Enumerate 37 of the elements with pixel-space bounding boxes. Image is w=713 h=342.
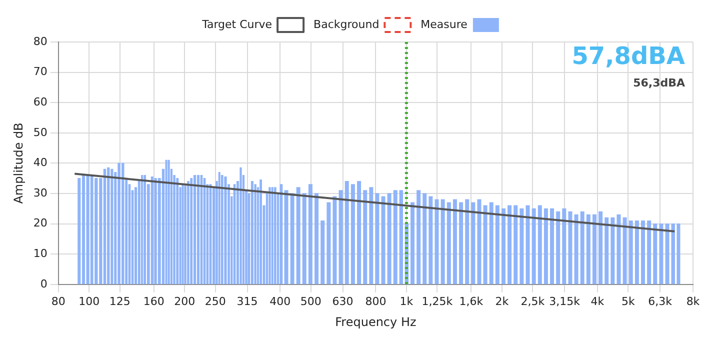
y-tick-label: 80: [33, 34, 48, 48]
x-tick-label: 200: [174, 294, 196, 308]
x-tick-label: 1,25k: [422, 294, 454, 308]
x-tick-label: 6,3k: [648, 294, 673, 308]
x-tick-label: 315: [236, 294, 258, 308]
y-tick-label: 40: [33, 156, 48, 170]
x-axis-title: Frequency Hz: [335, 314, 416, 329]
x-tick-label: 1,6k: [459, 294, 484, 308]
legend-label: Measure: [420, 18, 468, 31]
y-tick-label: 70: [33, 65, 48, 78]
x-tick-label: 80: [51, 294, 66, 308]
x-tick-label: 250: [204, 294, 226, 308]
annotation: 57,8dBA: [572, 42, 686, 70]
y-tick-label: 10: [33, 246, 48, 260]
x-tick-label: 400: [270, 294, 291, 308]
x-tick-label: 4k: [590, 294, 605, 308]
x-tick-label: 160: [143, 294, 164, 308]
y-tick-label: 30: [33, 186, 48, 200]
x-tick-label: 100: [78, 294, 100, 308]
x-tick-label: 500: [300, 294, 322, 308]
x-tick-label: 800: [365, 294, 386, 308]
x-tick-label: 3,15k: [549, 294, 581, 308]
legend-label: Background: [314, 18, 380, 31]
x-tick-label: 1k: [400, 294, 414, 308]
x-tick-label: 125: [109, 294, 130, 308]
y-tick-label: 50: [33, 126, 48, 139]
y-tick-label: 20: [33, 216, 48, 230]
legend-label: Target Curve: [201, 18, 272, 31]
x-tick-label: 2,5k: [520, 294, 546, 308]
y-axis-title: Amplitude dB: [11, 122, 26, 204]
annotation: 56,3dBA: [633, 76, 686, 90]
y-tick-label: 60: [33, 95, 48, 108]
x-tick-label: 2k: [495, 294, 510, 308]
x-tick-label: 8k: [686, 294, 700, 308]
y-tick-label: 0: [40, 277, 48, 290]
x-tick-label: 630: [332, 294, 354, 308]
x-tick-label: 5k: [622, 294, 636, 308]
